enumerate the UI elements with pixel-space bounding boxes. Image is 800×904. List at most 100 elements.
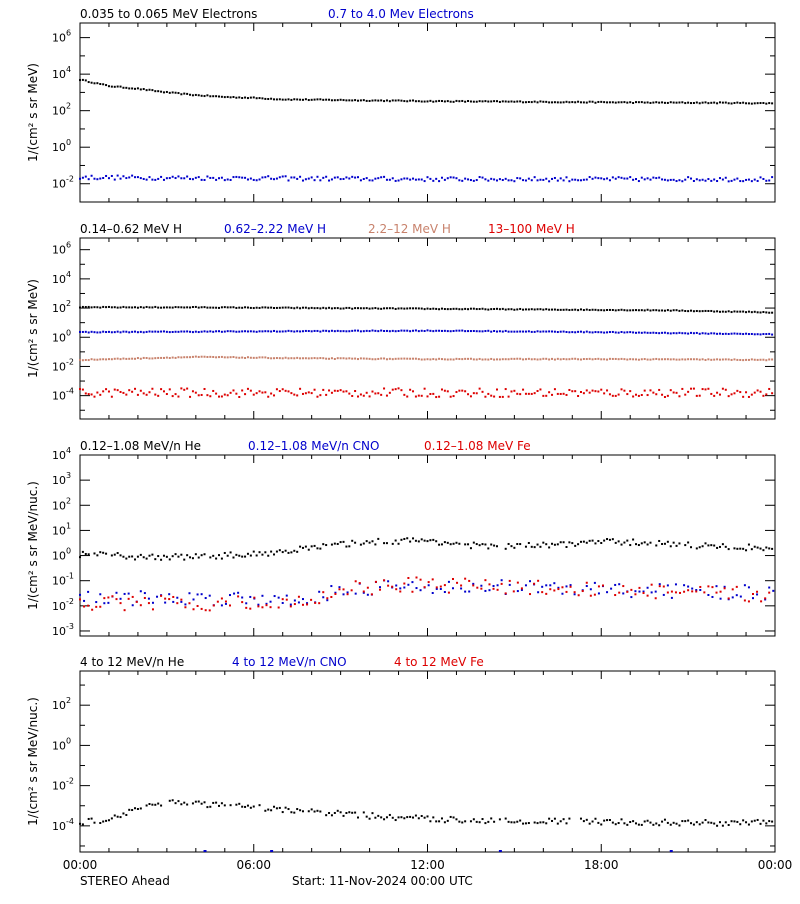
data-point [261,356,264,359]
data-point [620,101,623,104]
data-point [409,330,412,333]
data-point [724,358,727,361]
y-tick-label: 100 [52,547,71,563]
data-point [180,356,183,359]
data-point [519,819,522,822]
data-point [735,585,738,588]
data-point [652,101,655,104]
data-point [277,606,280,609]
data-point [600,358,603,361]
data-point [723,587,726,590]
data-point [142,556,145,559]
data-point [90,81,93,84]
data-point [362,357,365,360]
data-point [701,101,704,104]
data-point [220,395,223,398]
data-point [119,306,122,309]
data-point [319,179,322,182]
data-point [484,100,487,103]
data-point [385,178,388,181]
data-point [658,101,661,104]
data-point [672,309,675,312]
data-point [507,395,510,398]
data-point [504,177,507,180]
data-point [270,306,273,309]
data-point [319,810,322,813]
data-point [756,358,759,361]
data-point [640,358,643,361]
data-point [90,174,93,177]
data-point [284,806,287,809]
data-point [151,89,154,92]
data-point [397,816,400,819]
data-point [684,358,687,361]
data-point [278,330,281,333]
data-point [695,821,698,824]
data-point [134,558,137,561]
data-point [278,357,281,360]
data-point [359,179,362,182]
data-point [440,817,443,820]
data-point [258,306,261,309]
data-point [365,391,368,394]
data-point [606,101,609,104]
data-point [443,584,446,587]
data-point [582,392,585,395]
data-point [579,179,582,182]
data-point [110,306,113,309]
data-point [136,357,139,360]
data-point [107,390,110,393]
data-point [760,600,763,603]
data-point [666,821,669,824]
data-point [397,542,400,545]
data-point [371,307,374,310]
data-point [103,597,106,600]
data-point [435,100,438,103]
data-point [585,101,588,104]
data-point [204,597,207,600]
data-point [380,99,383,102]
data-point [553,176,556,179]
data-point [753,358,756,361]
data-point [307,810,310,813]
data-point [556,179,559,182]
data-point [585,541,588,544]
data-point [113,178,116,181]
data-point [496,545,498,548]
data-point [267,175,270,178]
data-point [507,330,510,333]
data-point [165,555,168,558]
data-point [385,542,388,545]
data-point [252,393,255,396]
data-point [397,307,400,310]
data-point [264,330,267,333]
data-point [507,542,510,545]
data-point [568,817,571,820]
data-point [368,817,371,820]
data-point [565,545,568,548]
data-point [571,101,574,104]
data-point [472,329,475,332]
data-point [339,330,342,333]
data-point [310,808,313,811]
data-point [577,309,580,312]
data-point [391,177,394,180]
data-point [322,388,325,391]
series-1 [79,799,774,827]
data-point [183,92,186,95]
data-point [626,101,629,104]
data-point [759,311,762,314]
data-point [128,808,131,811]
data-point [174,306,177,309]
data-point [107,330,110,333]
data-point [172,600,175,603]
data-point [285,598,288,601]
data-point [151,306,154,309]
data-point [684,820,687,823]
data-point [597,390,600,393]
data-point [125,557,128,560]
data-point [750,102,753,105]
y-tick-label: 106 [52,29,71,45]
data-point [724,821,727,824]
data-point [594,176,597,179]
